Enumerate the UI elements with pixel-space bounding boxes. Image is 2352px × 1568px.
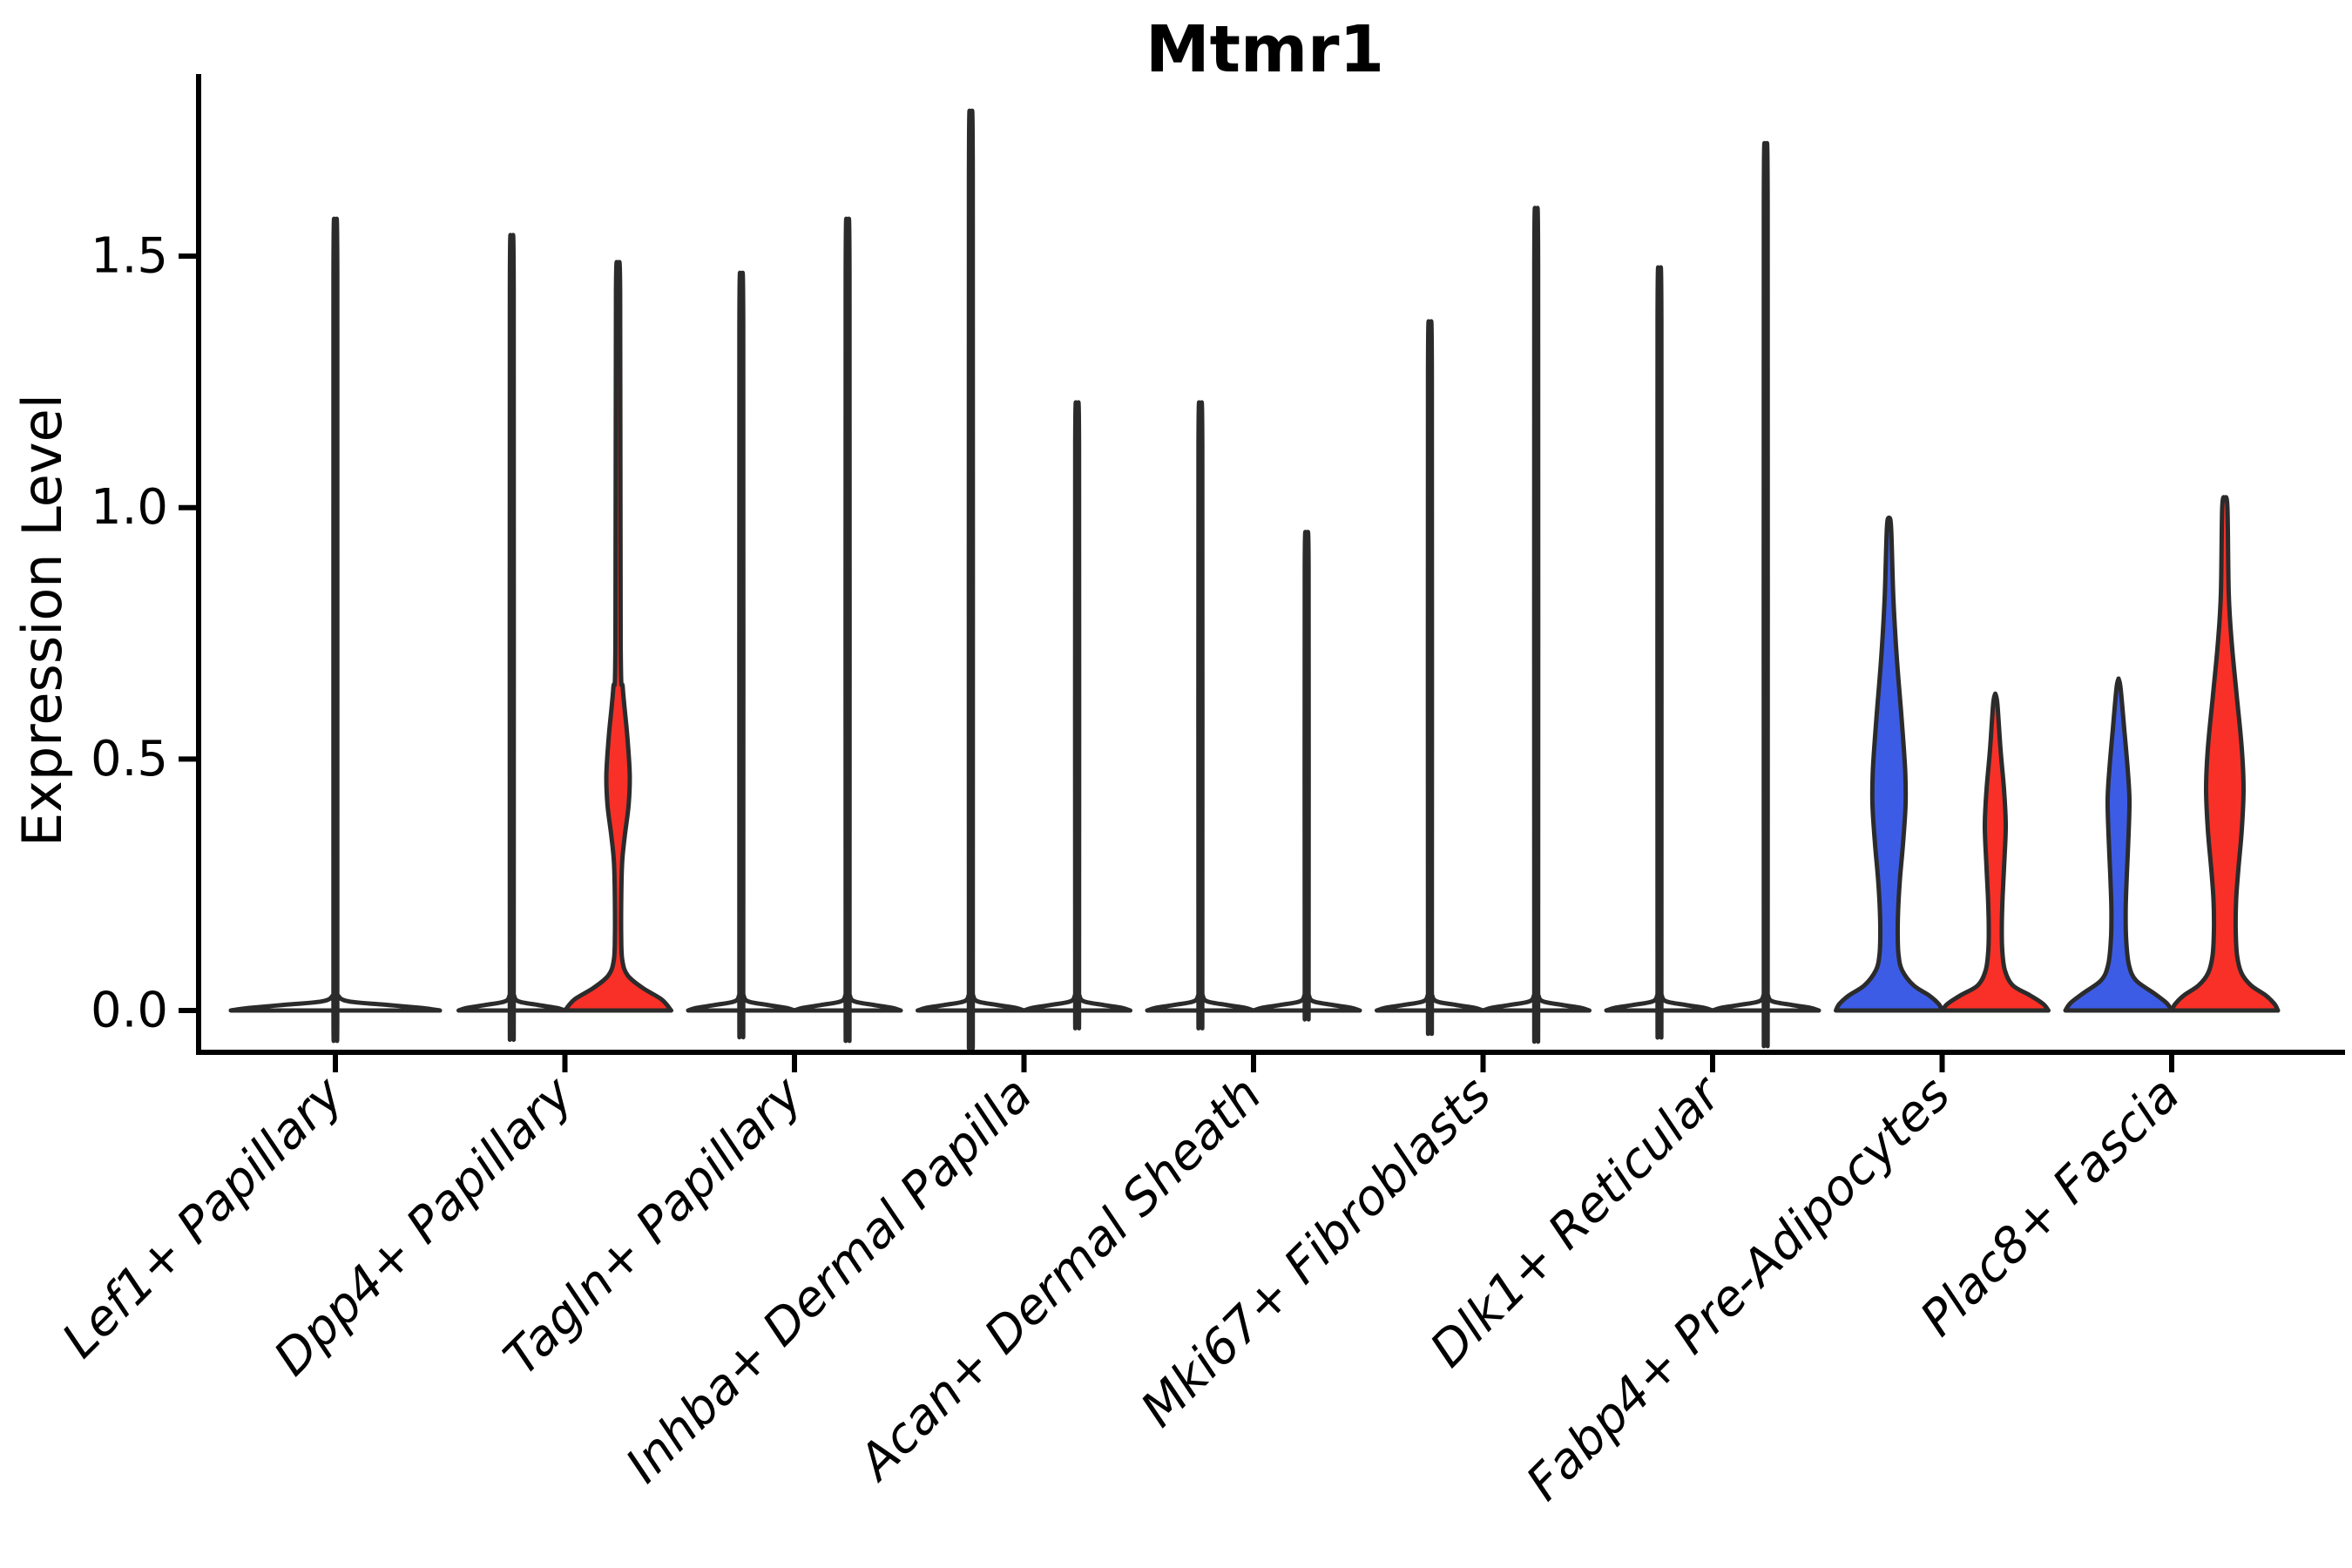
y-tick-label: 0.0 [91, 983, 168, 1039]
violin-group [686, 216, 903, 1044]
violin-white-mki67 [1481, 206, 1592, 1044]
violin-group [1145, 400, 1362, 1031]
violin-red-plac8 [2169, 495, 2281, 1013]
violin-white-mki67 [1375, 319, 1485, 1037]
x-tick-label: Fabp4+ Pre-Adipocytes [1516, 1066, 1961, 1511]
plot-title: Mtmr1 [1146, 12, 1384, 87]
violin-white-tagln [792, 216, 903, 1044]
violin-white-tagln [686, 270, 797, 1039]
violin-group [228, 216, 443, 1044]
y-tick-label: 0.5 [91, 731, 168, 787]
violin-blue-plac8 [2063, 676, 2174, 1013]
violin-group [916, 108, 1132, 1051]
violin-red-dpp4 [563, 260, 673, 1013]
violin-white-dlk1 [1710, 140, 1821, 1049]
violin-group [1834, 515, 2051, 1013]
y-tick-label: 1.0 [91, 479, 168, 536]
violin-white-lef1 [228, 216, 443, 1044]
violin-white-inhba [1022, 400, 1132, 1031]
violin-white-inhba [916, 108, 1026, 1051]
violin-white-acan [1251, 530, 1362, 1022]
violin-white-dlk1 [1604, 265, 1715, 1040]
violin-white-dpp4 [456, 233, 567, 1043]
violin-group [2063, 495, 2281, 1013]
violin-blue-fabp4 [1834, 515, 1944, 1013]
x-tick-label: Inhba+ Dermal Papilla [615, 1066, 1043, 1494]
y-axis-label: Expression Level [10, 394, 74, 847]
x-tick-label: Acan+ Dermal Sheath [847, 1066, 1273, 1492]
violin-group [1604, 140, 1821, 1049]
violin-group [1375, 206, 1592, 1044]
violin-white-acan [1145, 400, 1256, 1031]
violin-red-fabp4 [1940, 691, 2051, 1013]
y-tick-label: 1.5 [91, 228, 168, 285]
violins-layer [228, 108, 2281, 1051]
violin-group [456, 233, 673, 1043]
